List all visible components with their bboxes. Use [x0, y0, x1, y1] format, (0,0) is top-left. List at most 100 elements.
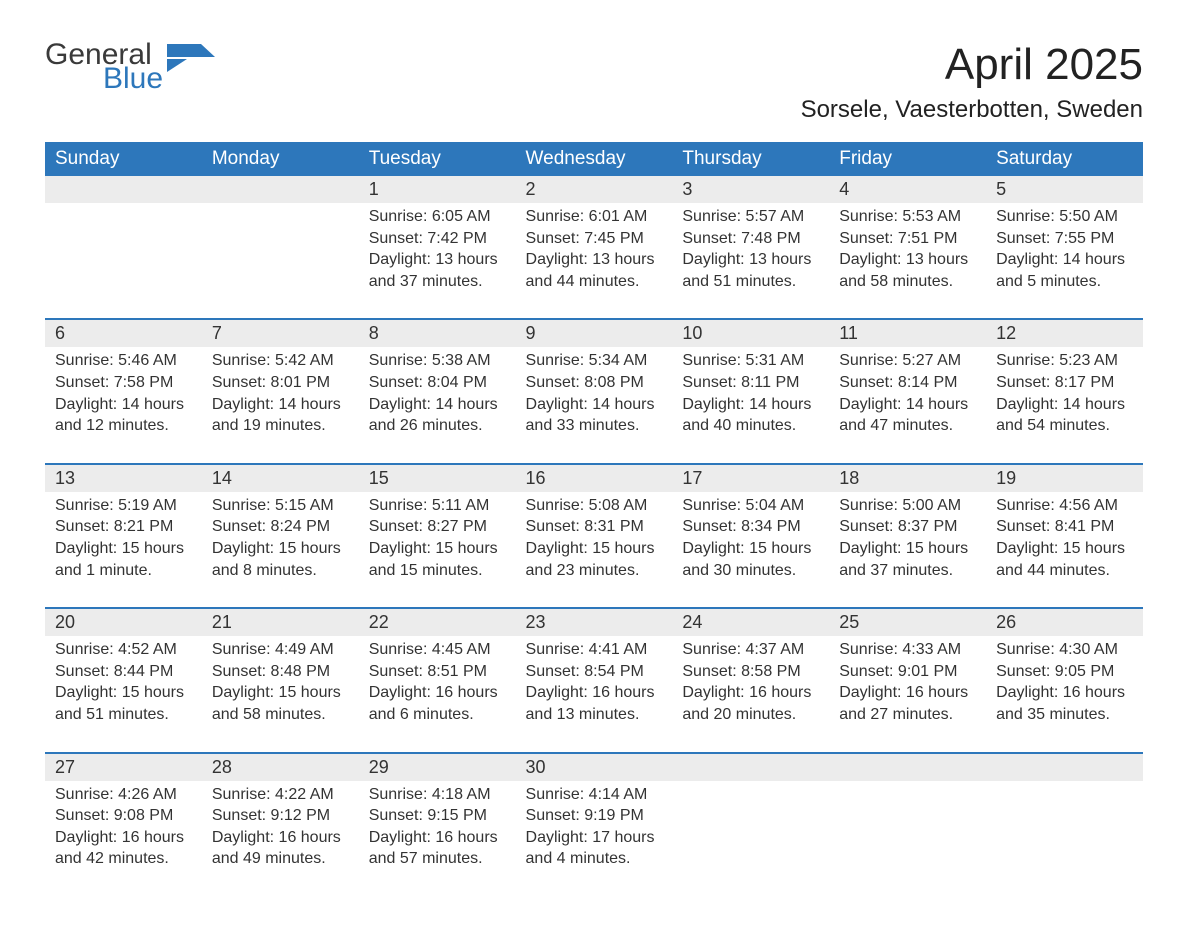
day-number: 14	[202, 464, 359, 492]
sunset-text: Sunset: 8:11 PM	[682, 372, 819, 394]
day-content-row: Sunrise: 4:26 AMSunset: 9:08 PMDaylight:…	[45, 781, 1143, 896]
day-number: 16	[516, 464, 673, 492]
daylight-text-line1: Daylight: 14 hours	[55, 394, 192, 416]
sunrise-text: Sunrise: 4:18 AM	[369, 784, 506, 806]
day-cell	[829, 781, 986, 896]
day-number: 26	[986, 608, 1143, 636]
day-number: 17	[672, 464, 829, 492]
sunrise-text: Sunrise: 4:30 AM	[996, 639, 1133, 661]
sunrise-text: Sunrise: 5:42 AM	[212, 350, 349, 372]
location-subtitle: Sorsele, Vaesterbotten, Sweden	[801, 96, 1143, 124]
day-cell: Sunrise: 5:23 AMSunset: 8:17 PMDaylight:…	[986, 347, 1143, 463]
daylight-text-line2: and 6 minutes.	[369, 704, 506, 726]
day-cell: Sunrise: 4:33 AMSunset: 9:01 PMDaylight:…	[829, 636, 986, 752]
sunset-text: Sunset: 8:31 PM	[526, 516, 663, 538]
daylight-text-line1: Daylight: 13 hours	[839, 249, 976, 271]
daylight-text-line1: Daylight: 15 hours	[55, 538, 192, 560]
day-number: 1	[359, 176, 516, 203]
day-number: 27	[45, 753, 202, 781]
sunrise-text: Sunrise: 5:57 AM	[682, 206, 819, 228]
weekday-header-row: Sunday Monday Tuesday Wednesday Thursday…	[45, 142, 1143, 176]
weekday-header: Wednesday	[516, 142, 673, 176]
day-number: 6	[45, 319, 202, 347]
day-content-row: Sunrise: 4:52 AMSunset: 8:44 PMDaylight:…	[45, 636, 1143, 752]
weekday-header: Thursday	[672, 142, 829, 176]
day-number: 11	[829, 319, 986, 347]
day-cell: Sunrise: 5:19 AMSunset: 8:21 PMDaylight:…	[45, 492, 202, 608]
day-number: 15	[359, 464, 516, 492]
logo: General Blue	[45, 40, 215, 94]
sunset-text: Sunset: 8:51 PM	[369, 661, 506, 683]
day-number	[986, 753, 1143, 781]
sunset-text: Sunset: 8:41 PM	[996, 516, 1133, 538]
sunset-text: Sunset: 8:21 PM	[55, 516, 192, 538]
sunrise-text: Sunrise: 4:49 AM	[212, 639, 349, 661]
day-cell: Sunrise: 4:52 AMSunset: 8:44 PMDaylight:…	[45, 636, 202, 752]
daylight-text-line1: Daylight: 15 hours	[526, 538, 663, 560]
month-title: April 2025	[801, 40, 1143, 90]
daylight-text-line2: and 26 minutes.	[369, 415, 506, 437]
day-cell	[986, 781, 1143, 896]
daylight-text-line2: and 13 minutes.	[526, 704, 663, 726]
daylight-text-line1: Daylight: 14 hours	[839, 394, 976, 416]
day-cell: Sunrise: 4:26 AMSunset: 9:08 PMDaylight:…	[45, 781, 202, 896]
sunrise-text: Sunrise: 5:00 AM	[839, 495, 976, 517]
sunset-text: Sunset: 8:54 PM	[526, 661, 663, 683]
sunset-text: Sunset: 8:08 PM	[526, 372, 663, 394]
daylight-text-line2: and 58 minutes.	[212, 704, 349, 726]
day-number: 18	[829, 464, 986, 492]
daylight-text-line2: and 42 minutes.	[55, 848, 192, 870]
daylight-text-line2: and 4 minutes.	[526, 848, 663, 870]
sunset-text: Sunset: 8:44 PM	[55, 661, 192, 683]
day-cell: Sunrise: 5:53 AMSunset: 7:51 PMDaylight:…	[829, 203, 986, 319]
daylight-text-line2: and 37 minutes.	[369, 271, 506, 293]
day-number-row: 12345	[45, 176, 1143, 203]
sunrise-text: Sunrise: 4:41 AM	[526, 639, 663, 661]
weekday-header: Sunday	[45, 142, 202, 176]
day-number: 5	[986, 176, 1143, 203]
daylight-text-line2: and 15 minutes.	[369, 560, 506, 582]
daylight-text-line1: Daylight: 15 hours	[55, 682, 192, 704]
sunset-text: Sunset: 7:58 PM	[55, 372, 192, 394]
sunset-text: Sunset: 7:42 PM	[369, 228, 506, 250]
day-number: 4	[829, 176, 986, 203]
day-number: 23	[516, 608, 673, 636]
sunrise-text: Sunrise: 4:22 AM	[212, 784, 349, 806]
sunrise-text: Sunrise: 4:56 AM	[996, 495, 1133, 517]
sunset-text: Sunset: 8:48 PM	[212, 661, 349, 683]
day-cell: Sunrise: 5:42 AMSunset: 8:01 PMDaylight:…	[202, 347, 359, 463]
day-number	[45, 176, 202, 203]
day-number: 10	[672, 319, 829, 347]
daylight-text-line1: Daylight: 16 hours	[369, 682, 506, 704]
day-number: 22	[359, 608, 516, 636]
daylight-text-line2: and 58 minutes.	[839, 271, 976, 293]
daylight-text-line1: Daylight: 15 hours	[682, 538, 819, 560]
daylight-text-line1: Daylight: 14 hours	[996, 394, 1133, 416]
daylight-text-line2: and 40 minutes.	[682, 415, 819, 437]
sunset-text: Sunset: 8:01 PM	[212, 372, 349, 394]
daylight-text-line2: and 30 minutes.	[682, 560, 819, 582]
day-cell: Sunrise: 6:05 AMSunset: 7:42 PMDaylight:…	[359, 203, 516, 319]
day-cell: Sunrise: 5:57 AMSunset: 7:48 PMDaylight:…	[672, 203, 829, 319]
daylight-text-line2: and 37 minutes.	[839, 560, 976, 582]
day-cell: Sunrise: 4:22 AMSunset: 9:12 PMDaylight:…	[202, 781, 359, 896]
weekday-header: Friday	[829, 142, 986, 176]
sunrise-text: Sunrise: 5:31 AM	[682, 350, 819, 372]
day-content-row: Sunrise: 5:19 AMSunset: 8:21 PMDaylight:…	[45, 492, 1143, 608]
day-content-row: Sunrise: 5:46 AMSunset: 7:58 PMDaylight:…	[45, 347, 1143, 463]
weekday-header: Saturday	[986, 142, 1143, 176]
sunrise-text: Sunrise: 5:38 AM	[369, 350, 506, 372]
sunrise-text: Sunrise: 5:27 AM	[839, 350, 976, 372]
day-number: 8	[359, 319, 516, 347]
day-number-row: 27282930	[45, 753, 1143, 781]
weekday-header: Monday	[202, 142, 359, 176]
day-number-row: 6789101112	[45, 319, 1143, 347]
sunrise-text: Sunrise: 5:50 AM	[996, 206, 1133, 228]
daylight-text-line2: and 12 minutes.	[55, 415, 192, 437]
day-number: 9	[516, 319, 673, 347]
daylight-text-line2: and 51 minutes.	[55, 704, 192, 726]
logo-word-blue: Blue	[103, 64, 163, 94]
day-cell: Sunrise: 4:37 AMSunset: 8:58 PMDaylight:…	[672, 636, 829, 752]
daylight-text-line2: and 54 minutes.	[996, 415, 1133, 437]
sunrise-text: Sunrise: 5:53 AM	[839, 206, 976, 228]
